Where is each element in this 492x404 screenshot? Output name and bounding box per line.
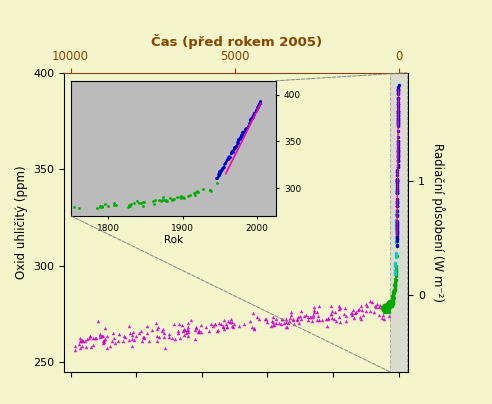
Y-axis label: Oxid uhličitý (ppm): Oxid uhličitý (ppm) [15,165,28,279]
X-axis label: Čas (před rokem 2005): Čas (před rokem 2005) [151,34,322,49]
Y-axis label: Radiační působení (W m⁻²): Radiační působení (W m⁻²) [430,143,445,302]
Bar [390,73,407,372]
X-axis label: Rok: Rok [164,235,183,245]
